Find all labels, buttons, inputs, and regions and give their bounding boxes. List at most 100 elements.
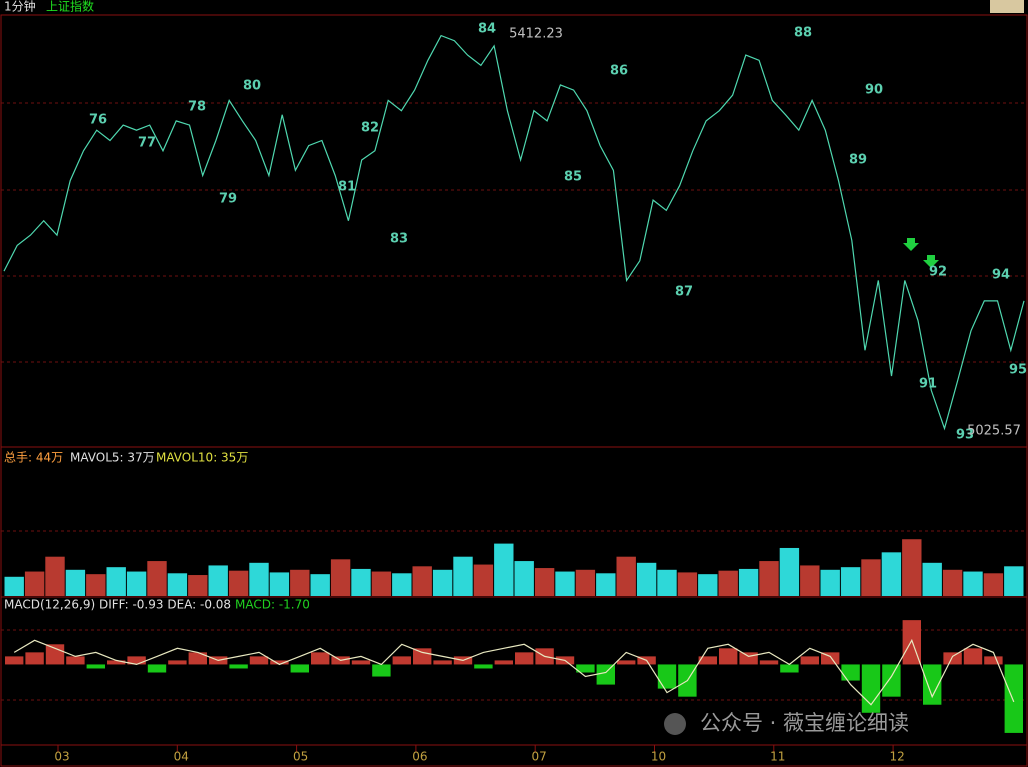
volume-bar — [800, 565, 820, 596]
annotation: 92 — [929, 265, 947, 280]
macd-bar — [413, 648, 432, 665]
macd-bar — [290, 664, 309, 673]
volume-bar — [473, 564, 494, 596]
volume-bar — [310, 574, 330, 596]
annotation: 93 — [956, 428, 974, 443]
volume-bar — [902, 539, 922, 596]
volume-bar — [453, 556, 473, 596]
x-tick-label: 06 — [412, 750, 427, 764]
index-name: 上证指数 — [46, 0, 94, 14]
annotation: 77 — [138, 136, 156, 151]
volume-bar — [840, 567, 861, 596]
volume-bar — [167, 573, 188, 596]
volume-bar — [1004, 566, 1024, 596]
macd-bar — [127, 656, 146, 665]
x-tick-label: 05 — [293, 750, 308, 764]
volume-bar — [738, 568, 759, 596]
annotation: 90 — [865, 83, 883, 98]
volume-bar — [392, 573, 412, 596]
volume-bar — [330, 559, 351, 596]
macd-bar — [5, 656, 24, 665]
annotation: 76 — [89, 113, 107, 128]
annotation: 84 — [478, 22, 496, 37]
macd-bar — [494, 660, 513, 665]
volume-bar — [290, 569, 310, 596]
macd-bar — [657, 664, 677, 689]
macd-bar — [984, 656, 1003, 665]
frame — [0, 14, 1028, 767]
price-grid — [1, 102, 1027, 701]
macd-header-value: MACD: -1.70 — [235, 598, 310, 612]
volume-bar — [432, 569, 453, 596]
annotation: 82 — [361, 121, 379, 136]
x-tick-label: 03 — [54, 750, 69, 764]
volume-bar — [351, 568, 371, 596]
volume-bar — [881, 552, 902, 596]
volume-bar — [596, 573, 616, 596]
macd-bar — [576, 664, 595, 673]
macd-bar — [311, 652, 330, 665]
volume-bar — [45, 556, 65, 596]
macd-bar — [943, 652, 962, 665]
macd-bar — [45, 644, 65, 665]
volume-bar — [24, 571, 45, 596]
volume-bar — [86, 574, 106, 596]
toolbar-icon[interactable] — [990, 0, 1024, 13]
macd-bar — [351, 660, 371, 665]
macd-bar — [147, 664, 167, 673]
macd-bar — [392, 656, 411, 665]
macd-bar — [841, 664, 860, 681]
volume-bar — [228, 570, 249, 596]
annotation: 78 — [188, 100, 206, 115]
volume-bar — [65, 569, 86, 596]
macd-bar — [800, 656, 819, 665]
annotation: 95 — [1009, 363, 1027, 378]
period: 1分钟 — [4, 0, 36, 14]
macd-bar — [617, 660, 636, 665]
volume-bar — [412, 566, 432, 596]
volume-bar — [4, 576, 24, 596]
annotation: 83 — [390, 232, 408, 247]
macd-bar — [229, 664, 248, 669]
macd-bar — [698, 656, 717, 665]
annotation: 87 — [675, 285, 693, 300]
macd-bar — [107, 660, 126, 665]
volume-bar — [698, 574, 718, 596]
volume-bar — [636, 562, 657, 596]
macd-bar — [86, 664, 105, 669]
macd-header: MACD(12,26,9) DIFF: -0.93 DEA: -0.08 — [4, 598, 231, 612]
macd-bar — [25, 652, 44, 665]
annotation: 79 — [219, 192, 237, 207]
macd-bar — [882, 664, 901, 697]
x-tick-label: 12 — [889, 750, 904, 764]
volume-bar — [575, 569, 596, 596]
macd-bar — [739, 652, 758, 665]
macd-bar — [474, 664, 493, 669]
volume-bar — [942, 569, 963, 596]
annotation: 89 — [849, 153, 867, 168]
volume-bar — [922, 562, 942, 596]
annotation: 94 — [992, 268, 1010, 283]
arrows — [903, 238, 939, 268]
macd-bar — [249, 656, 269, 665]
annotation: 86 — [610, 64, 628, 79]
volume-bar — [820, 569, 840, 596]
price-line — [3, 34, 1025, 431]
x-tick-label: 07 — [532, 750, 547, 764]
macd-bar — [66, 656, 85, 665]
annotation: 80 — [243, 79, 261, 94]
volume-bar — [494, 543, 514, 596]
volume-header: MAVOL10: 35万 — [156, 451, 248, 465]
macd-bar — [270, 660, 289, 665]
volume-bar — [126, 571, 147, 596]
x-tick-label: 04 — [174, 750, 189, 764]
volume-bar — [514, 561, 534, 596]
watermark-text: 公众号 · 薇宝缠论细读 — [700, 711, 909, 735]
macd-bar — [168, 660, 187, 665]
macd-bar — [1004, 664, 1023, 733]
macd-bar — [188, 652, 207, 665]
macd-bar — [372, 664, 391, 677]
volume-bar — [269, 572, 290, 596]
macd-bar — [596, 664, 615, 685]
